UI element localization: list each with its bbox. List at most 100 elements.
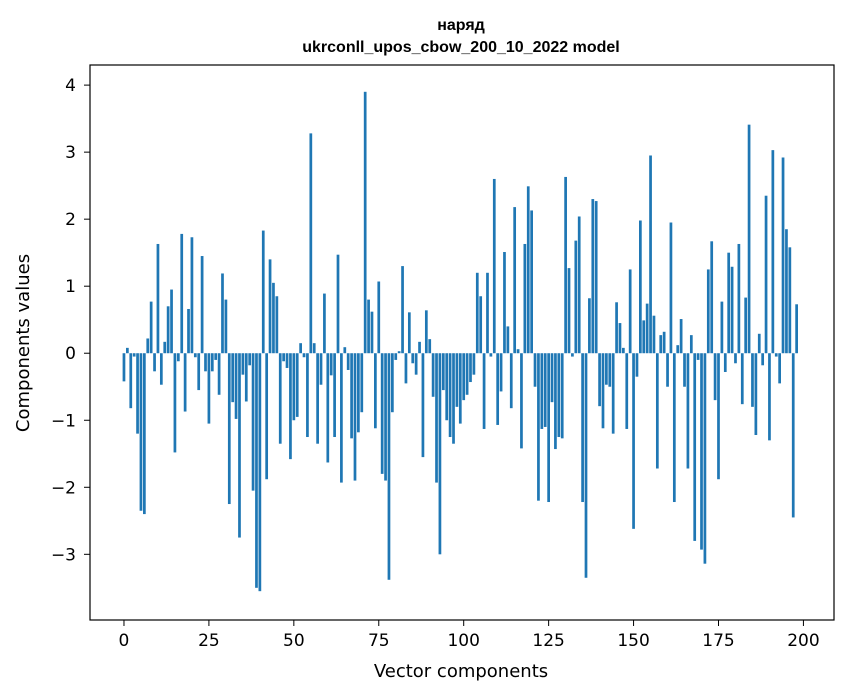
bar (462, 353, 466, 401)
bar (421, 353, 425, 458)
bar (628, 269, 632, 354)
bar (268, 259, 272, 354)
bar (353, 353, 357, 481)
bar (486, 272, 489, 354)
bar (401, 266, 404, 354)
bar (516, 349, 520, 354)
bar (768, 353, 771, 441)
bar (679, 319, 683, 354)
bar (221, 273, 224, 354)
bar (139, 353, 143, 511)
bar (312, 343, 316, 354)
bar (367, 299, 370, 354)
bar (285, 353, 289, 368)
bar (533, 353, 537, 387)
x-tick-label: 200 (787, 631, 819, 651)
bar (717, 353, 720, 480)
x-tick-label: 0 (119, 631, 130, 651)
y-tick-label: −2 (51, 478, 76, 498)
y-tick-label: 2 (65, 210, 76, 230)
bar (261, 230, 265, 354)
bar (153, 353, 156, 372)
bar (326, 353, 330, 463)
bar (333, 353, 336, 438)
bar (431, 353, 435, 397)
y-tick-label: −3 (51, 545, 76, 565)
bar (492, 178, 496, 354)
bar (795, 304, 798, 354)
bar (340, 353, 343, 483)
bar (785, 229, 788, 354)
bar (350, 353, 353, 439)
bar (618, 323, 622, 354)
bar (289, 353, 292, 460)
bar (299, 343, 302, 354)
bar (625, 353, 629, 429)
bar (435, 353, 438, 483)
bar (197, 353, 201, 391)
bar (224, 299, 228, 354)
bar (265, 353, 269, 480)
bar (170, 289, 173, 354)
bar (424, 310, 428, 354)
bar (190, 237, 194, 354)
x-axis-label: Vector components (374, 661, 548, 682)
bar (448, 353, 452, 438)
bar (272, 282, 275, 354)
bar (336, 254, 340, 354)
bar (666, 353, 669, 387)
x-tick-label: 75 (368, 631, 390, 651)
bar (166, 306, 170, 354)
bar (377, 281, 381, 354)
bar (706, 269, 710, 354)
y-tick-label: 0 (65, 344, 76, 364)
bar (605, 353, 608, 385)
chart-title-line-1: наряд (437, 17, 485, 34)
bar (710, 241, 714, 354)
bar (557, 353, 561, 438)
bar (346, 353, 350, 370)
bar (136, 353, 139, 434)
bar (187, 308, 190, 354)
bar (696, 353, 700, 360)
bar (734, 353, 737, 364)
bar (615, 302, 618, 354)
bar (751, 353, 754, 407)
bar (574, 240, 578, 354)
bar (506, 326, 510, 354)
bar (302, 353, 306, 358)
bar (472, 353, 476, 375)
bar (323, 293, 326, 354)
bar (129, 353, 133, 409)
bar (149, 301, 153, 354)
bar (455, 353, 459, 407)
bar (686, 353, 690, 469)
bar (238, 353, 241, 538)
bar (581, 353, 584, 503)
bar (380, 353, 384, 474)
bar (163, 341, 167, 354)
x-tick-label: 100 (447, 631, 479, 651)
bar (601, 353, 605, 429)
bar (591, 199, 595, 354)
y-tick-label: 4 (65, 76, 76, 96)
bar (588, 298, 591, 354)
bar (611, 353, 615, 434)
bar (180, 233, 184, 354)
bar (258, 353, 262, 592)
bar (407, 312, 411, 354)
bar (458, 353, 462, 424)
plot-frame (89, 64, 835, 621)
bar (608, 353, 612, 387)
bar (370, 311, 374, 354)
bar (132, 353, 136, 357)
x-tick-label: 175 (702, 631, 734, 651)
bar (635, 353, 639, 377)
bar (428, 339, 432, 354)
bar (622, 347, 625, 354)
bar (720, 301, 724, 354)
bar (771, 150, 775, 354)
bar (394, 353, 398, 360)
bar (360, 353, 364, 413)
y-ticks-group: −3 −2 −1 0 1 2 3 4 (51, 76, 90, 565)
